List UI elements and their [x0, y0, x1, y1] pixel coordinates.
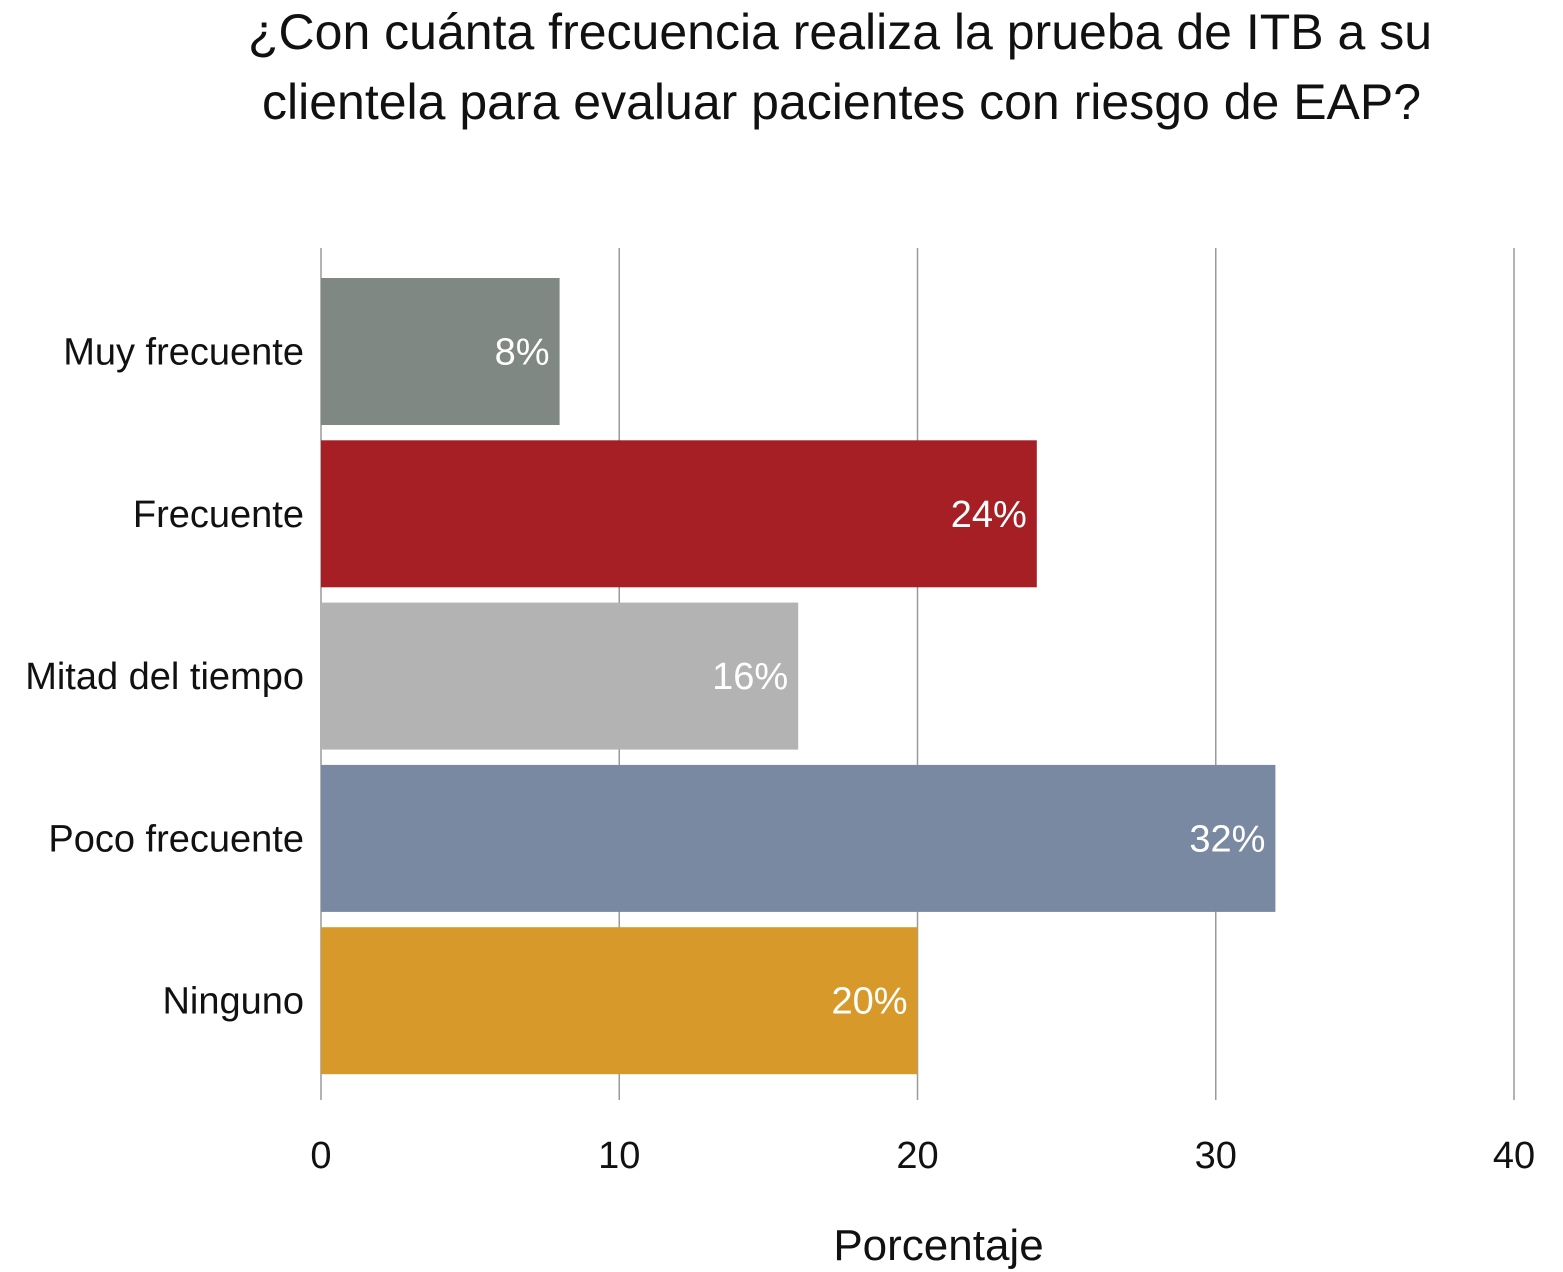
- data-label: 32%: [1189, 818, 1265, 860]
- data-label: 20%: [831, 981, 907, 1023]
- x-tick-label: 0: [310, 1135, 331, 1177]
- x-tick-label: 20: [896, 1135, 938, 1177]
- x-axis-title: Porcentaje: [833, 1221, 1043, 1270]
- bar: [321, 927, 918, 1075]
- x-tick-label: 10: [598, 1135, 640, 1177]
- data-label: 24%: [951, 494, 1027, 536]
- bar: [321, 764, 1276, 912]
- bar: [321, 278, 560, 425]
- category-label: Muy frecuente: [63, 332, 304, 374]
- category-label: Mitad del tiempo: [25, 656, 304, 698]
- data-label: 8%: [495, 332, 550, 374]
- category-label: Frecuente: [133, 494, 304, 536]
- bars: [321, 278, 1276, 1075]
- chart-title-line-2: clientela para evaluar pacientes con rie…: [262, 74, 1422, 130]
- chart-title-line-1: ¿Con cuánta frecuencia realiza la prueba…: [248, 4, 1433, 60]
- bar: [321, 602, 799, 750]
- category-label: Ninguno: [162, 981, 304, 1023]
- labels: 0 10 20 30 40 Muy frecuente 8% Frecuente 24% Mita…: [25, 332, 1535, 1178]
- x-tick-label: 30: [1195, 1135, 1237, 1177]
- category-label: Poco frecuente: [48, 818, 304, 860]
- x-tick-label: 40: [1493, 1135, 1535, 1177]
- data-label: 16%: [712, 656, 788, 698]
- bar: [321, 440, 1037, 588]
